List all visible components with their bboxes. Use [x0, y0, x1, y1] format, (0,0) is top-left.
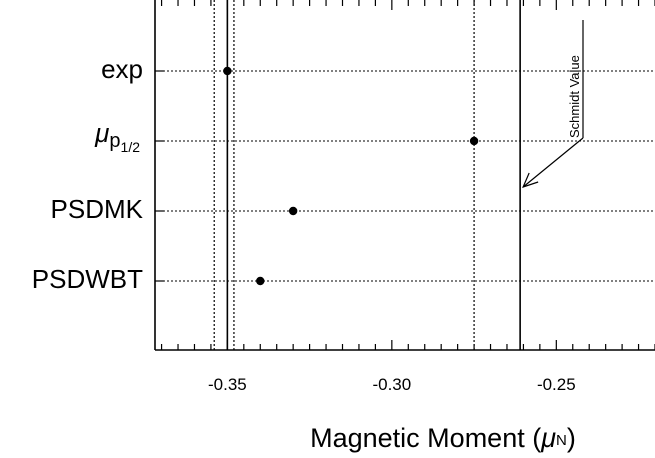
category-label-mu-p12: μp1/2: [94, 118, 140, 155]
axis-ticks: [155, 0, 655, 350]
mu-symbol: μ: [94, 118, 109, 148]
data-point: [256, 276, 265, 286]
category-label-psdwbt: PSDWBT: [32, 264, 143, 294]
data-point: [223, 66, 232, 76]
x-axis-label: Magnetic Moment (μN): [310, 423, 576, 453]
horizontal-gridlines: [155, 70, 655, 282]
annotation-arrow: [522, 137, 584, 188]
arrow-head: [522, 172, 539, 188]
plot-frame: [154, 0, 655, 351]
schmidt-annotation: Schmidt Value: [522, 20, 584, 188]
p-subscript: p: [109, 130, 120, 152]
n-subscript: N: [556, 432, 567, 449]
reference-lines: [213, 0, 521, 350]
half-subscript: 1/2: [121, 139, 141, 155]
data-points: [223, 66, 479, 286]
data-point: [469, 136, 479, 146]
schmidt-value-label: Schmidt Value: [567, 55, 582, 138]
x-tick-label: -0.35: [208, 375, 247, 394]
x-tick-label: -0.25: [537, 375, 576, 394]
close-paren: ): [567, 423, 576, 453]
category-label-exp: exp: [101, 54, 143, 84]
data-point: [288, 206, 298, 216]
category-label-psdmk: PSDMK: [51, 194, 144, 224]
x-tick-label: -0.30: [372, 375, 411, 394]
mu-symbol: μ: [540, 423, 556, 453]
